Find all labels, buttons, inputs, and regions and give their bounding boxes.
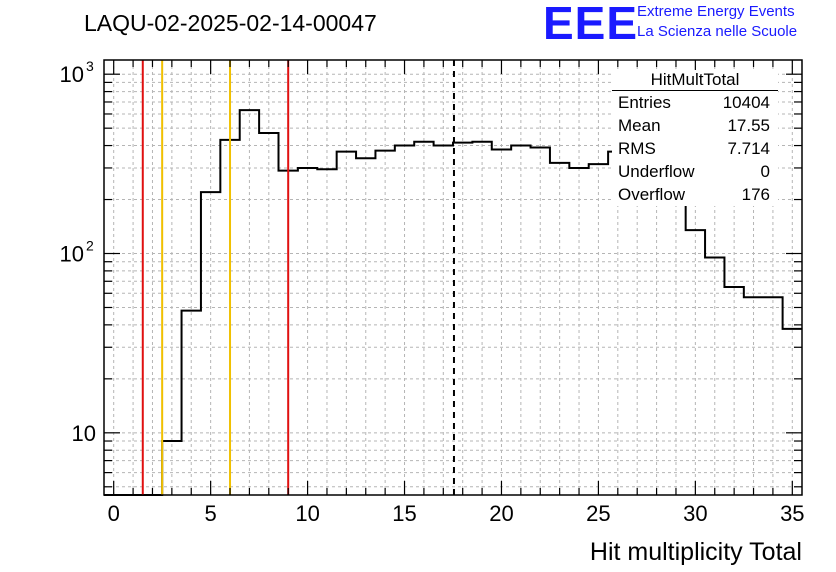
stats-row-mean: Mean 17.55 (612, 114, 778, 137)
x-tick-label: 20 (489, 501, 513, 526)
x-tick-label: 5 (205, 501, 217, 526)
eee-logo: EEE (543, 0, 639, 49)
y-tick-label: 10 (72, 421, 96, 446)
plot-border (103, 59, 803, 496)
y-tick-exponent: 3 (86, 58, 94, 74)
y-tick-label: 10 (60, 242, 84, 267)
x-tick-label: 0 (108, 501, 120, 526)
stats-value: 7.714 (727, 139, 770, 158)
stats-box: HitMultTotal Entries 10404 Mean 17.55 RM… (612, 70, 778, 206)
stats-label: RMS (618, 139, 656, 158)
histogram-bin (375, 151, 394, 495)
stats-value: 0 (760, 162, 770, 181)
stats-value: 10404 (722, 93, 770, 112)
histogram-bin (492, 150, 511, 495)
stats-row-rms: RMS 7.714 (612, 137, 778, 160)
y-tick-label: 10 (60, 62, 84, 87)
stats-label: Mean (618, 116, 661, 135)
logo-line-1: Extreme Energy Events (637, 3, 795, 20)
x-tick-label: 35 (780, 501, 804, 526)
x-tick-label: 15 (392, 501, 416, 526)
stats-row-entries: Entries 10404 (612, 91, 778, 114)
stats-row-underflow: Underflow 0 (612, 160, 778, 183)
stats-label: Underflow (618, 162, 695, 181)
x-axis-label: Hit multiplicity Total (590, 538, 802, 566)
stats-value: 176 (741, 185, 770, 204)
x-tick-label: 10 (295, 501, 319, 526)
marker-lines (141, 60, 455, 495)
stats-header: HitMultTotal (612, 70, 778, 91)
stats-label: Overflow (618, 185, 686, 204)
plot-frame (103, 59, 803, 496)
stats-label: Entries (618, 93, 671, 112)
logo-line-2: La Scienza nelle Scuole (637, 23, 798, 40)
histogram-bin (337, 152, 356, 495)
x-tick-label: 25 (586, 501, 610, 526)
histogram-bin (705, 258, 724, 495)
x-axis-ticks: 0 5 10 15 20 25 30 35 (108, 60, 805, 526)
x-tick-label: 30 (683, 501, 707, 526)
chart-title: LAQU-02-2025-02-14-00047 (84, 10, 377, 36)
y-tick-exponent: 2 (86, 238, 94, 254)
stats-row-overflow: Overflow 176 (612, 183, 778, 206)
stats-value: 17.55 (727, 116, 770, 135)
